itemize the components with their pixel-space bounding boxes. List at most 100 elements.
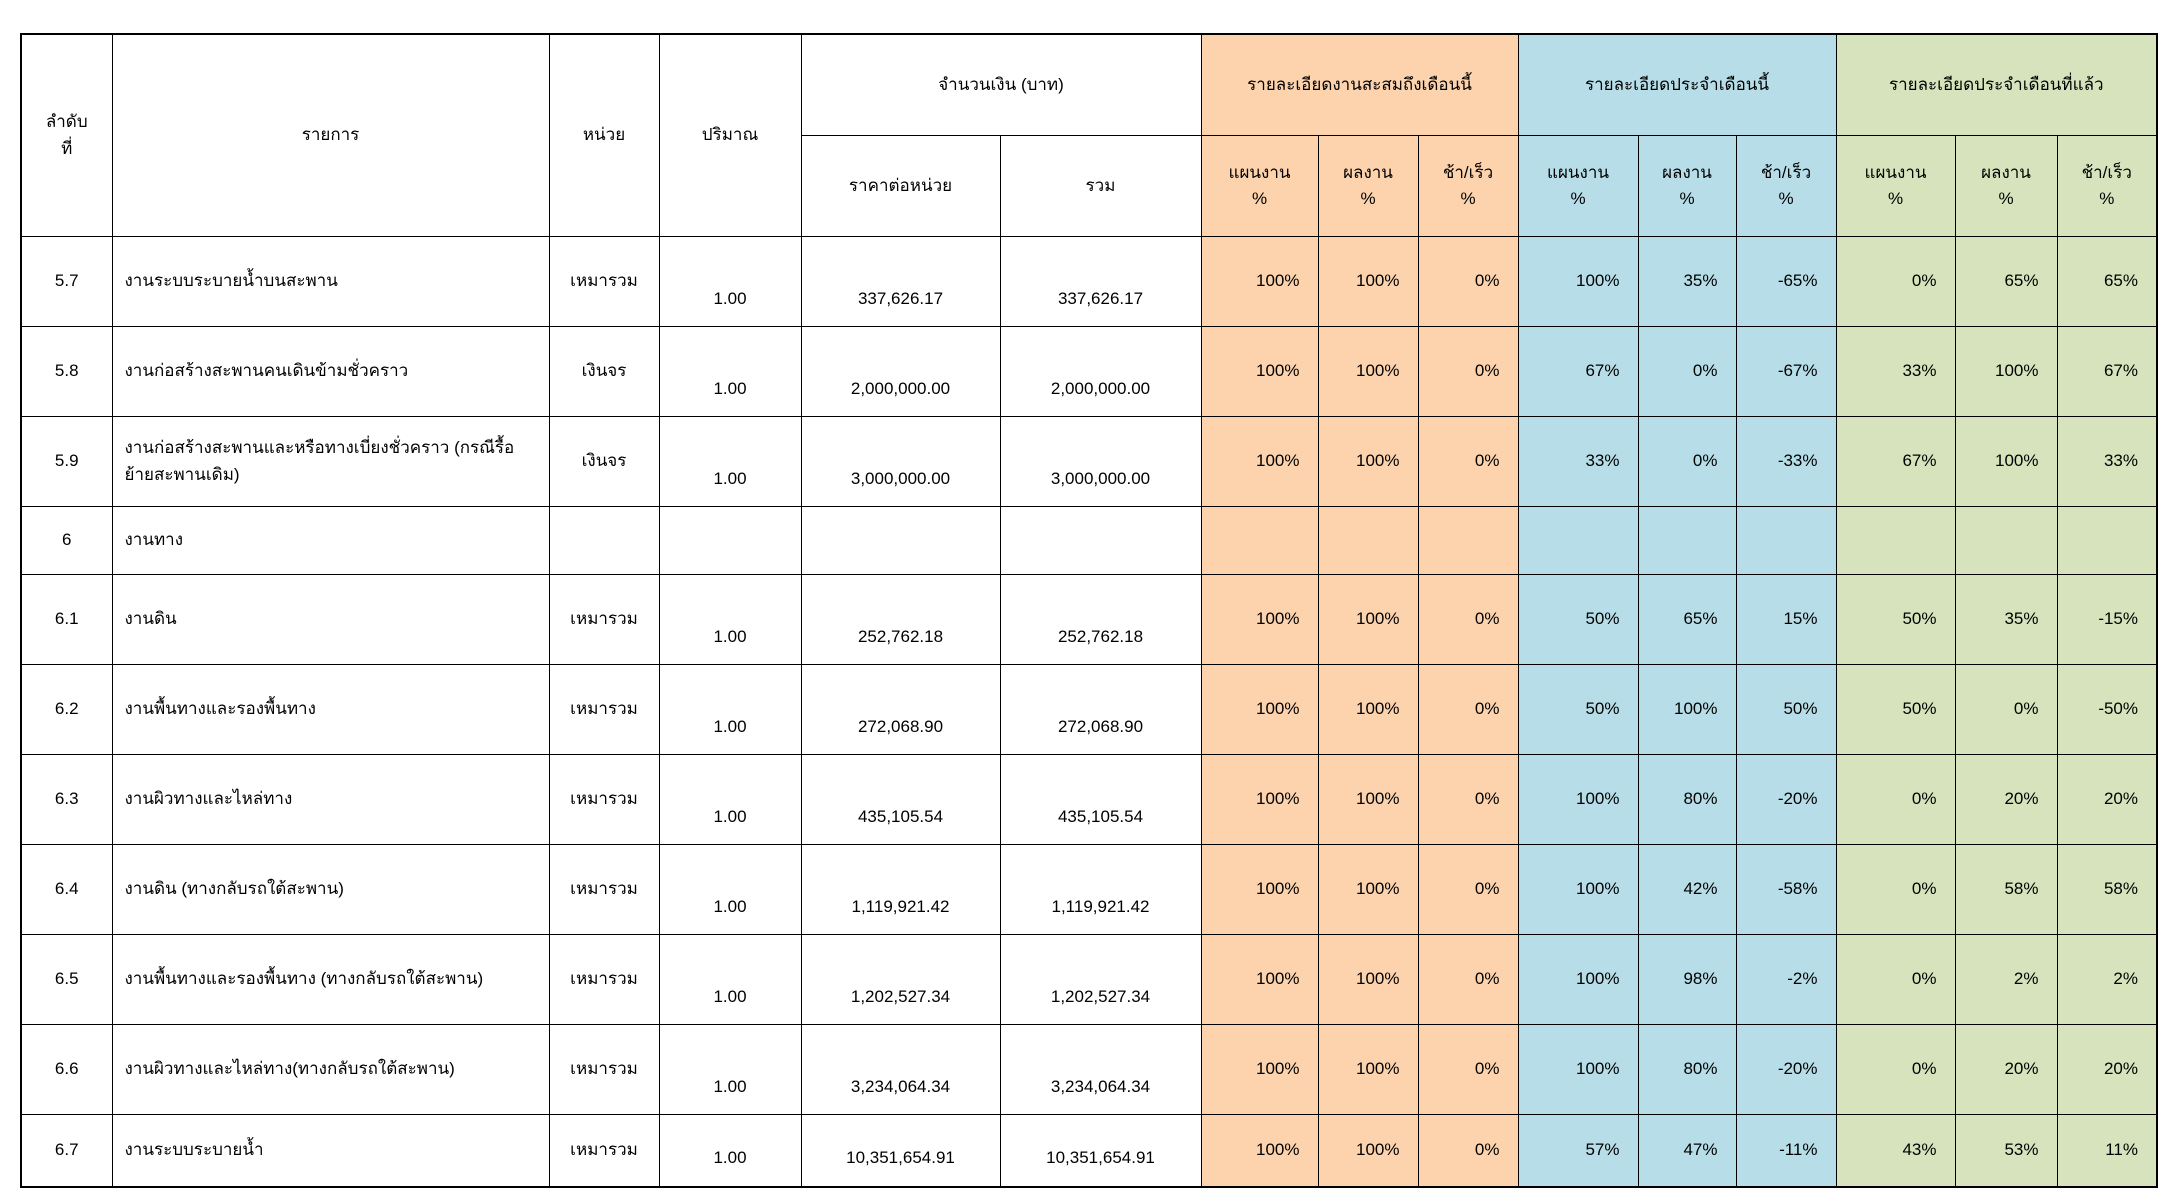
cell-unit: เหมารวม xyxy=(548,1024,660,1115)
cell-unit-price: 252,762.18 xyxy=(800,574,1001,665)
table-row: 6.3 งานผิวทางและไหล่ทาง เหมารวม 1.00 435,105… xyxy=(20,754,2158,845)
cell-unit-price: 2,000,000.00 xyxy=(800,326,1001,417)
cell-cumulative-plan-pct: 100% xyxy=(1200,416,1319,507)
header-this-actual: ผลงาน % xyxy=(1637,135,1737,237)
cell-row-number: 6.2 xyxy=(20,664,113,755)
cell-last-month-plan-pct: 67% xyxy=(1835,416,1956,507)
subheader-label: ช้า/เร็ว xyxy=(1442,162,1494,182)
cell-cumulative-actual-pct: 100% xyxy=(1317,844,1419,935)
header-index: ลำดับ ที่ xyxy=(20,33,113,237)
table-row: 6.1 งานดิน เหมารวม 1.00 252,762.18 252,762.18… xyxy=(20,574,2158,665)
cell-row-number: 6.5 xyxy=(20,934,113,1025)
cell-quantity: 1.00 xyxy=(658,236,802,327)
cell-cumulative-actual-pct: 100% xyxy=(1317,416,1419,507)
cell-total-amount: 435,105.54 xyxy=(999,754,1202,845)
header-amount-group: จำนวนเงิน (บาท) xyxy=(800,33,1202,136)
cell-last-month-variance-pct: 20% xyxy=(2056,754,2158,845)
cell-last-month-plan-pct: 0% xyxy=(1835,844,1956,935)
header-total: รวม xyxy=(999,135,1202,237)
header-unit-price: ราคาต่อหน่วย xyxy=(800,135,1001,237)
cell-this-month-variance-pct xyxy=(1735,506,1837,575)
cell-unit-price: 1,119,921.42 xyxy=(800,844,1001,935)
header-group-last-month: รายละเอียดประจำเดือนที่แล้ว xyxy=(1835,33,2158,136)
cell-total-amount: 1,202,527.34 xyxy=(999,934,1202,1025)
table-row: 6.2 งานพื้นทางและรองพื้นทาง เหมารวม 1.00 272… xyxy=(20,664,2158,755)
cell-last-month-variance-pct: 11% xyxy=(2056,1114,2158,1187)
cell-total-amount: 2,000,000.00 xyxy=(999,326,1202,417)
cell-this-month-plan-pct: 100% xyxy=(1517,1024,1639,1115)
cell-last-month-variance-pct: -50% xyxy=(2056,664,2158,755)
cell-this-month-plan-pct: 50% xyxy=(1517,664,1639,755)
cell-last-month-plan-pct: 50% xyxy=(1835,574,1956,665)
cell-item-description: งานระบบระบายน้ำบนสะพาน xyxy=(111,236,550,327)
cell-total-amount: 252,762.18 xyxy=(999,574,1202,665)
cell-unit-price: 1,202,527.34 xyxy=(800,934,1001,1025)
cell-this-month-actual-pct: 42% xyxy=(1637,844,1737,935)
cell-total-amount: 3,234,064.34 xyxy=(999,1024,1202,1115)
cell-cumulative-variance-pct: 0% xyxy=(1417,326,1519,417)
table-row: 6.6 งานผิวทางและไหล่ทาง(ทางกลับรถใต้สะพาน… xyxy=(20,1024,2158,1115)
cell-quantity: 1.00 xyxy=(658,664,802,755)
cell-row-number: 6.1 xyxy=(20,574,113,665)
cell-cumulative-actual-pct: 100% xyxy=(1317,326,1419,417)
cell-total-amount: 1,119,921.42 xyxy=(999,844,1202,935)
table-row: 5.8 งานก่อสร้างสะพานคนเดินข้ามชั่วคราว เงิ… xyxy=(20,326,2158,417)
percent-sign: % xyxy=(2099,189,2115,208)
cell-unit-price: 435,105.54 xyxy=(800,754,1001,845)
subheader-label: ช้า/เร็ว xyxy=(1760,162,1812,182)
header-cum-actual: ผลงาน % xyxy=(1317,135,1419,237)
percent-sign: % xyxy=(1251,189,1268,208)
cell-last-month-variance-pct xyxy=(2056,506,2158,575)
cell-this-month-plan-pct xyxy=(1517,506,1639,575)
cell-unit: เหมารวม xyxy=(548,754,660,845)
cell-last-month-plan-pct: 50% xyxy=(1835,664,1956,755)
cell-cumulative-variance-pct: 0% xyxy=(1417,664,1519,755)
cell-cumulative-actual-pct: 100% xyxy=(1317,754,1419,845)
cell-cumulative-plan-pct: 100% xyxy=(1200,934,1319,1025)
cell-this-month-plan-pct: 67% xyxy=(1517,326,1639,417)
cell-last-month-plan-pct: 0% xyxy=(1835,1024,1956,1115)
cell-this-month-variance-pct: -20% xyxy=(1735,754,1837,845)
cell-unit: เหมารวม xyxy=(548,664,660,755)
cell-this-month-variance-pct: 50% xyxy=(1735,664,1837,755)
cell-row-number: 5.8 xyxy=(20,326,113,417)
percent-sign: % xyxy=(1360,189,1376,208)
cell-this-month-plan-pct: 100% xyxy=(1517,236,1639,327)
cell-cumulative-plan-pct: 100% xyxy=(1200,236,1319,327)
subheader-label: ช้า/เร็ว xyxy=(2081,162,2132,182)
subheader-label: แผนงาน xyxy=(1546,162,1609,182)
header-last-variance: ช้า/เร็ว % xyxy=(2056,135,2158,237)
cell-row-number: 5.9 xyxy=(20,416,113,507)
cell-cumulative-plan-pct: 100% xyxy=(1200,754,1319,845)
cell-this-month-actual-pct xyxy=(1637,506,1737,575)
cell-cumulative-actual-pct: 100% xyxy=(1317,934,1419,1025)
cell-this-month-plan-pct: 57% xyxy=(1517,1114,1639,1187)
cell-quantity: 1.00 xyxy=(658,1024,802,1115)
cell-this-month-variance-pct: 15% xyxy=(1735,574,1837,665)
header-this-variance: ช้า/เร็ว % xyxy=(1735,135,1837,237)
cell-row-number: 6 xyxy=(20,506,113,575)
cell-last-month-actual-pct: 0% xyxy=(1954,664,2058,755)
cell-item-description: งานก่อสร้างสะพานและหรือทางเบี่ยงชั่วคราว… xyxy=(111,416,550,507)
cell-row-number: 5.7 xyxy=(20,236,113,327)
cell-last-month-plan-pct: 33% xyxy=(1835,326,1956,417)
cell-row-number: 6.7 xyxy=(20,1114,113,1187)
cell-item-description: งานพื้นทางและรองพื้นทาง (ทางกลับรถใต้สะพ… xyxy=(111,934,550,1025)
table-row: 6.5 งานพื้นทางและรองพื้นทาง (ทางกลับรถใต้… xyxy=(20,934,2158,1025)
cell-cumulative-actual-pct: 100% xyxy=(1317,574,1419,665)
cell-unit: เงินจร xyxy=(548,416,660,507)
cell-unit-price: 3,000,000.00 xyxy=(800,416,1001,507)
cell-last-month-actual-pct: 100% xyxy=(1954,416,2058,507)
percent-sign: % xyxy=(1778,189,1794,208)
table-header: ลำดับ ที่ รายการ หน่วย ปริมาณ จำนวนเงิน … xyxy=(20,33,2158,237)
percent-sign: % xyxy=(1887,189,1904,208)
cell-quantity: 1.00 xyxy=(658,416,802,507)
header-quantity: ปริมาณ xyxy=(658,33,802,237)
cell-unit: เหมารวม xyxy=(548,574,660,665)
cell-cumulative-variance-pct: 0% xyxy=(1417,236,1519,327)
cell-this-month-variance-pct: -11% xyxy=(1735,1114,1837,1187)
cell-this-month-variance-pct: -58% xyxy=(1735,844,1837,935)
cell-cumulative-plan-pct xyxy=(1200,506,1319,575)
cell-cumulative-plan-pct: 100% xyxy=(1200,664,1319,755)
